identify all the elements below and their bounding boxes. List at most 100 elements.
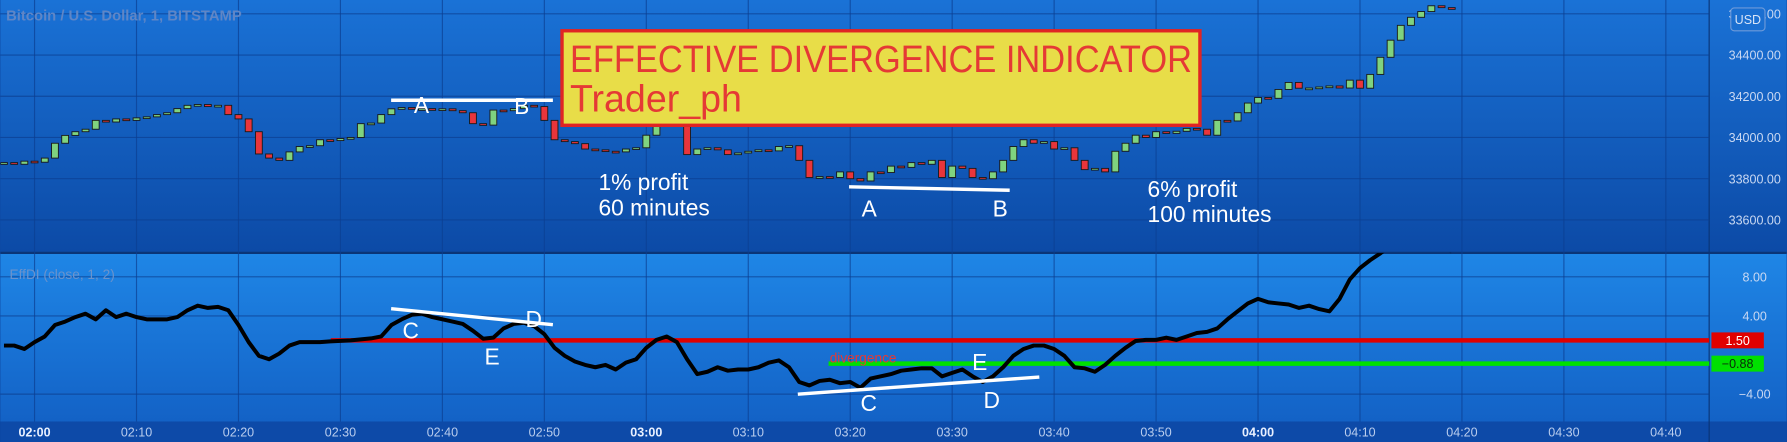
candle — [142, 116, 151, 120]
candle — [428, 108, 437, 111]
candle — [1427, 5, 1436, 12]
candle — [1447, 7, 1456, 10]
candle — [1101, 167, 1109, 173]
annotation: divergence — [830, 350, 897, 365]
candle — [1091, 167, 1099, 171]
x-tick-label: 04:00 — [1242, 425, 1274, 439]
candle — [1060, 147, 1069, 150]
candle — [275, 157, 284, 161]
candle — [1213, 119, 1222, 136]
candle — [601, 149, 610, 153]
symbol: Bitcoin / U.S. Dollar, 1, BITSTAMP — [6, 9, 242, 25]
candle — [1366, 73, 1375, 89]
annotation: 1% profit — [598, 169, 689, 195]
candle — [254, 131, 263, 155]
candle — [112, 118, 120, 123]
candle — [856, 178, 865, 182]
y-tick-label: 34000.00 — [1729, 131, 1781, 145]
candle — [836, 171, 844, 178]
candle — [744, 150, 753, 154]
candle — [153, 114, 161, 118]
candle — [81, 128, 90, 133]
candle — [1233, 112, 1242, 122]
y-tick-label: 4.00 — [1743, 309, 1767, 323]
x-tick-label: 02:10 — [121, 425, 152, 439]
x-tick-label: 03:40 — [1038, 425, 1069, 439]
candle — [1019, 139, 1028, 147]
candle — [438, 108, 447, 111]
candle — [1325, 85, 1334, 89]
x-tick-label: 02:50 — [529, 425, 560, 439]
candle — [0, 162, 8, 165]
candle — [693, 148, 702, 156]
y-tick-label: 33800.00 — [1729, 172, 1781, 186]
candle — [1386, 39, 1395, 58]
candle — [234, 114, 243, 120]
candle — [316, 139, 324, 147]
candle — [1335, 85, 1344, 89]
currency-box[interactable] — [1730, 7, 1766, 32]
candle — [713, 147, 722, 151]
candle — [20, 160, 29, 165]
y-tick-label: 8.00 — [1743, 270, 1767, 284]
annotation: B — [993, 195, 1008, 221]
candle — [1182, 127, 1191, 132]
annotation: 6% profit — [1148, 176, 1239, 202]
candle — [204, 104, 212, 108]
candle — [30, 160, 39, 164]
candle — [10, 162, 19, 165]
candle — [805, 159, 814, 178]
candle — [1284, 81, 1293, 90]
annotation: D — [983, 387, 999, 413]
candles — [0, 5, 1456, 182]
candle — [785, 145, 793, 148]
currency[interactable]: USD — [1735, 13, 1761, 27]
candle — [285, 151, 294, 161]
candle — [927, 159, 936, 165]
x-tick-label: 04:20 — [1446, 425, 1477, 439]
candle — [183, 104, 192, 110]
x-tick-label: 02:40 — [427, 425, 458, 439]
candle — [224, 104, 233, 116]
candle — [774, 146, 783, 152]
candle — [1274, 88, 1283, 99]
candle — [560, 139, 569, 143]
candle — [489, 109, 498, 126]
candle — [1356, 79, 1364, 89]
y-tick-label: 34200.00 — [1729, 90, 1781, 104]
candle — [1029, 139, 1038, 144]
indicator-line — [3, 252, 1452, 390]
candle — [367, 122, 375, 126]
candle — [1243, 102, 1252, 114]
candle — [214, 104, 222, 108]
candle — [611, 150, 620, 154]
candle — [1131, 134, 1140, 144]
candle — [40, 157, 49, 163]
candle — [632, 147, 640, 150]
candle — [295, 146, 304, 153]
candle — [958, 165, 967, 169]
candle — [1294, 81, 1303, 89]
candle — [1162, 131, 1171, 134]
candle — [163, 112, 171, 116]
annotation: E — [972, 349, 987, 375]
trend-line — [849, 185, 1010, 192]
candle — [132, 117, 141, 121]
candle — [815, 176, 824, 179]
candle — [1172, 130, 1181, 134]
x-tick-label: 02:20 — [223, 425, 254, 439]
candle — [1152, 131, 1160, 138]
candle — [540, 106, 549, 121]
candle — [642, 134, 651, 149]
x-tick-label: 04:10 — [1344, 425, 1375, 439]
candle — [1345, 79, 1354, 89]
candle — [1376, 56, 1385, 75]
candle — [122, 118, 131, 122]
time-axis — [0, 421, 1787, 442]
candle — [71, 131, 80, 136]
candle — [1264, 97, 1273, 100]
candle — [622, 148, 630, 153]
candle — [1040, 141, 1048, 144]
candle — [458, 110, 467, 114]
